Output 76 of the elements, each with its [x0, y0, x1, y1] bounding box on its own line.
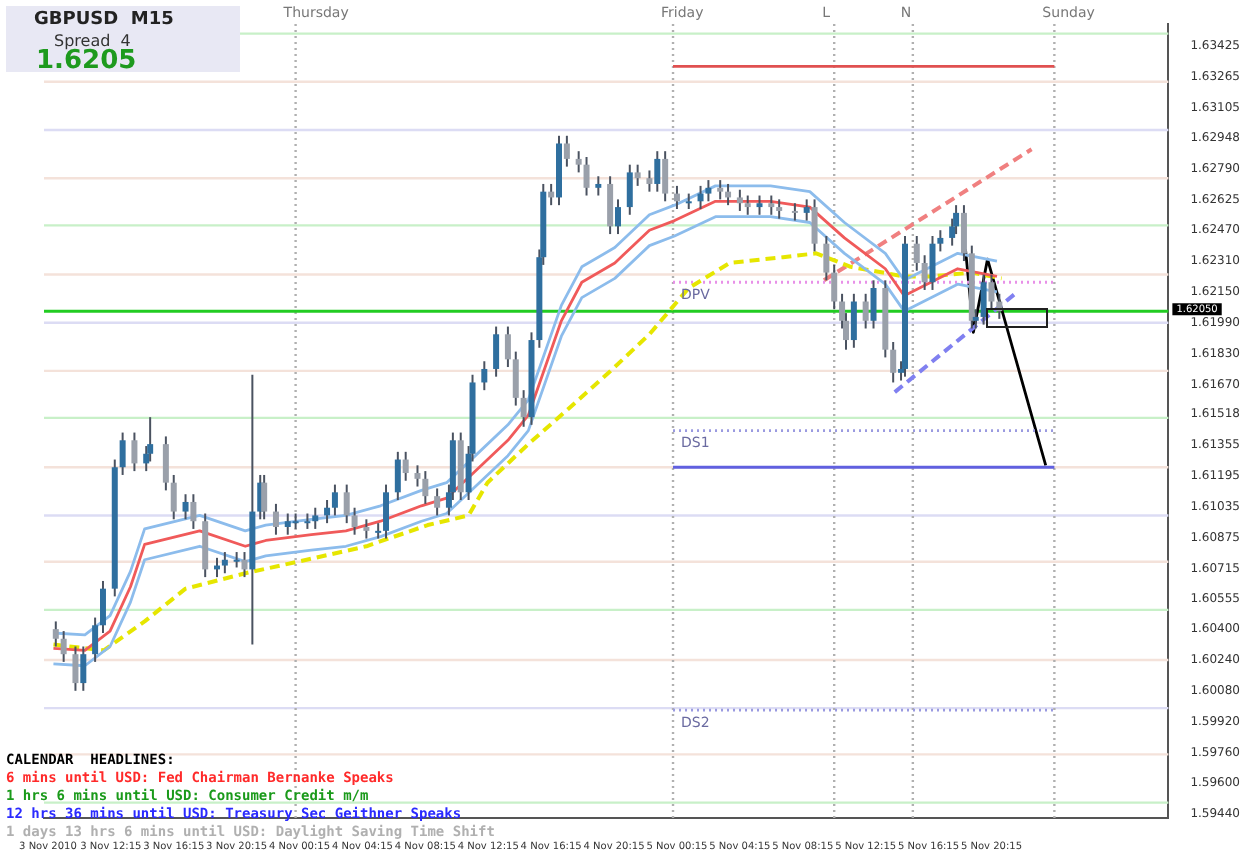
candlestick: [182, 493, 189, 521]
candlestick: [563, 134, 570, 168]
candlestick: [595, 175, 602, 197]
candlestick: [776, 198, 783, 220]
candlestick: [705, 179, 712, 203]
candlestick: [697, 184, 704, 211]
candlestick: [654, 150, 661, 193]
candlestick: [980, 273, 987, 326]
candlestick: [241, 551, 248, 579]
candlestick: [736, 188, 743, 212]
candlestick: [512, 350, 519, 407]
candlestick: [575, 150, 582, 174]
candlestick: [717, 179, 724, 201]
candlestick: [768, 194, 775, 216]
candlestick: [960, 204, 967, 263]
candlestick: [646, 169, 653, 193]
candlestick: [937, 229, 944, 253]
candlestick: [284, 512, 291, 536]
annotation: Spread 4: [54, 32, 131, 50]
candlestick: [99, 579, 106, 634]
candlestick: [422, 470, 429, 505]
candlestick: [60, 630, 67, 663]
candlestick: [331, 483, 338, 517]
candlestick: [383, 483, 390, 540]
candlestick: [988, 273, 995, 311]
candlestick: [162, 435, 169, 492]
candlestick: [434, 487, 441, 517]
candlestick: [921, 254, 928, 291]
candlestick: [890, 340, 897, 384]
candlestick: [756, 194, 763, 216]
candlestick: [850, 292, 857, 349]
candlestick: [634, 163, 641, 187]
candlestick: [363, 518, 370, 540]
annotation: 1.6205: [36, 46, 137, 76]
candlestick: [52, 620, 59, 648]
candlestick: [343, 483, 350, 525]
candlestick: [870, 279, 877, 330]
candlestick: [811, 198, 818, 253]
candlestick: [504, 325, 511, 369]
candlestick: [312, 506, 319, 530]
candlestick: [170, 473, 177, 521]
candlestick: [862, 292, 869, 330]
candlestick: [803, 198, 810, 222]
candlestick: [791, 202, 798, 222]
candlestick: [614, 198, 621, 236]
candlestick: [520, 389, 527, 428]
candlestick: [493, 325, 500, 378]
candlestick: [481, 360, 488, 392]
candlestick: [92, 616, 99, 663]
chart-title: GBPUSD M15: [34, 10, 174, 30]
candlestick: [119, 431, 126, 476]
candlestick: [673, 184, 680, 211]
candlestick: [929, 234, 936, 291]
candlestick: [744, 194, 751, 216]
candlestick: [414, 464, 421, 488]
candlestick: [272, 502, 279, 536]
candlestick: [147, 416, 154, 463]
candlestick: [72, 645, 79, 692]
candlestick: [831, 263, 838, 311]
candlestick: [913, 234, 920, 272]
candlestick: [351, 506, 358, 536]
candlestick: [583, 155, 590, 197]
info-panel: GBPUSD M15 Spread 4 1.6205: [6, 6, 240, 72]
candlestick: [324, 499, 331, 525]
candlestick: [607, 175, 614, 236]
candlestick: [375, 522, 382, 540]
candlestick: [402, 450, 409, 482]
candlestick: [221, 551, 228, 575]
candlestick: [131, 431, 138, 473]
candlestick: [823, 234, 830, 282]
candlestick: [394, 450, 401, 502]
candlestick: [626, 163, 633, 216]
candlestick: [190, 493, 197, 530]
candlestick: [662, 150, 669, 203]
candlestick: [261, 473, 268, 521]
candlestick: [80, 645, 87, 692]
